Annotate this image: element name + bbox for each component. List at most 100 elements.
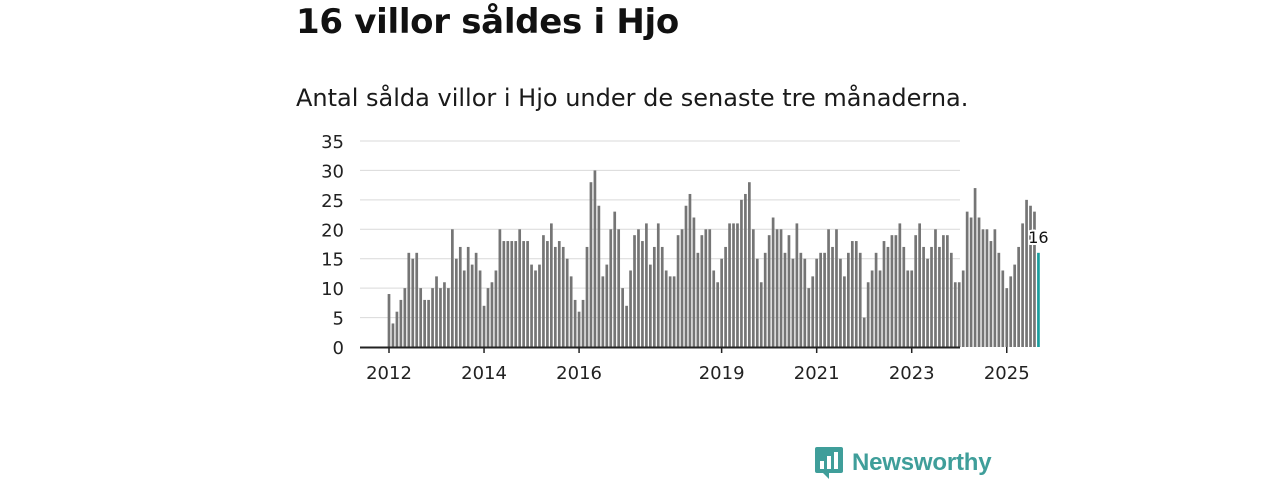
bar: [728, 223, 731, 347]
bar: [601, 276, 605, 347]
bar: [755, 258, 759, 347]
y-tick-label: 10: [321, 279, 344, 300]
brand-name: Newsworthy: [852, 449, 992, 476]
bar: [546, 241, 549, 347]
y-tick-label: 15: [321, 250, 344, 271]
y-tick-label: 20: [321, 220, 344, 241]
bar: [656, 223, 660, 347]
bar: [494, 270, 498, 347]
bar: [843, 276, 846, 347]
bar: [522, 241, 525, 347]
bar: [498, 229, 502, 347]
bar: [882, 241, 886, 347]
bar: [763, 252, 767, 347]
bar: [518, 229, 522, 347]
bar: [712, 270, 716, 347]
bar: [898, 223, 902, 347]
bar: [581, 299, 585, 347]
bar: [652, 246, 656, 347]
bar: [977, 217, 981, 347]
bar: [696, 252, 700, 347]
bar: [969, 217, 973, 347]
bar: [1001, 270, 1005, 347]
bar: [783, 252, 787, 347]
bar: [423, 299, 426, 347]
bar: [466, 246, 470, 347]
bar: [609, 229, 613, 347]
bar: [474, 252, 478, 347]
bar: [577, 311, 581, 347]
bar: [1017, 246, 1020, 347]
bar: [886, 246, 890, 347]
bar: [938, 246, 941, 347]
bar: [641, 241, 644, 347]
bar: [819, 252, 822, 347]
bar: [649, 264, 652, 347]
bar: [668, 276, 672, 347]
y-tick-label: 5: [333, 309, 344, 330]
bar: [613, 211, 617, 347]
bar: [922, 246, 925, 347]
bar: [799, 252, 803, 347]
highlight-label-halo: 16: [1028, 228, 1048, 247]
bar: [732, 223, 735, 347]
bar: [767, 235, 771, 347]
bar: [791, 258, 795, 347]
bar: [435, 276, 438, 347]
bar: [949, 252, 953, 347]
bar: [787, 235, 791, 347]
bar: [1033, 211, 1036, 347]
newsworthy-logo-icon: [815, 447, 843, 479]
bar: [736, 223, 739, 347]
bar: [561, 246, 565, 347]
bar: [629, 270, 632, 347]
bar: [684, 205, 688, 347]
bar: [858, 252, 862, 347]
bar: [847, 252, 850, 347]
bar: [415, 252, 419, 347]
bar: [997, 252, 1001, 347]
bar: [716, 282, 720, 347]
bar: [462, 270, 466, 347]
bar: [470, 264, 474, 347]
bar: [454, 258, 458, 347]
bar: [902, 246, 906, 347]
bar: [985, 229, 989, 347]
bar: [850, 241, 854, 347]
bar: [617, 229, 621, 347]
bar: [597, 205, 601, 347]
bar: [530, 264, 533, 347]
x-axis-ticks: 2012 2014 2016 2019 2021 2023 2025: [366, 347, 1030, 384]
bar: [676, 235, 680, 347]
bars: [387, 170, 1040, 347]
bar: [391, 323, 395, 347]
x-tick-label: 2016: [556, 363, 602, 384]
bar: [403, 288, 407, 347]
chart-subtitle: Antal sålda villor i Hjo under de senast…: [296, 84, 969, 112]
brand-logo: Newsworthy: [814, 446, 992, 480]
bar: [807, 288, 811, 347]
bar: [874, 252, 878, 347]
bar: [993, 229, 997, 347]
bar: [431, 288, 434, 347]
x-tick-label: 2023: [889, 363, 935, 384]
bar: [542, 235, 545, 347]
bar: [823, 252, 826, 347]
bar: [565, 258, 569, 347]
bar: [989, 241, 993, 347]
bar: [744, 193, 747, 347]
bar: [1025, 199, 1028, 347]
bar: [779, 229, 783, 347]
bar: [451, 229, 454, 347]
bar: [795, 223, 799, 347]
bar: [862, 317, 866, 347]
bar: [534, 270, 537, 347]
bar: [1021, 223, 1024, 347]
x-tick-label: 2021: [794, 363, 840, 384]
bar: [427, 299, 430, 347]
bar: [395, 311, 399, 347]
bar: [914, 235, 918, 347]
bar: [514, 241, 518, 347]
